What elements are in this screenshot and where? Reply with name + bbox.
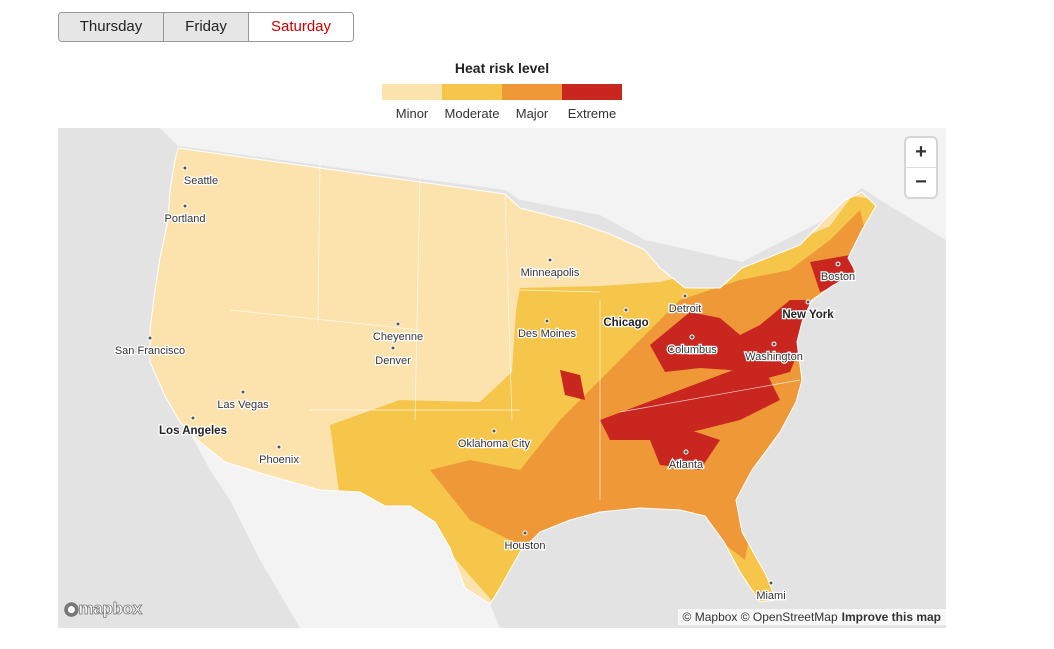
zoom-out[interactable]: −: [915, 171, 927, 193]
legend-label: Extreme: [567, 106, 617, 121]
city-label: New York: [782, 309, 834, 321]
city-dot: [190, 415, 196, 421]
city-label: Miami: [756, 590, 785, 602]
city-dot: [835, 261, 841, 267]
city-label: Las Vegas: [217, 399, 269, 411]
city-dot: [547, 257, 553, 263]
city-dot: [147, 335, 153, 341]
city-dot: [623, 307, 629, 313]
zoom-in[interactable]: +: [906, 138, 936, 168]
legend-swatch: [382, 84, 442, 100]
city-label: Chicago: [603, 317, 648, 329]
city-label: Portland: [165, 213, 206, 225]
city-dot: [682, 293, 688, 299]
tab[interactable]: Saturday: [249, 13, 353, 41]
city-dot: [390, 345, 396, 351]
city-dot: [491, 428, 497, 434]
city-dot: [276, 444, 282, 450]
legend-swatches: [382, 84, 622, 100]
city-dot: [544, 318, 550, 324]
city-dot: [771, 341, 777, 347]
legend-title: Heat risk level: [454, 60, 550, 76]
city-dot: [768, 580, 774, 586]
city-label: Los Angeles: [159, 425, 227, 437]
attribution-text[interactable]: © Mapbox © OpenStreetMap: [682, 610, 838, 624]
city-label: Atlanta: [669, 459, 704, 471]
tab[interactable]: Thursday: [59, 13, 164, 41]
city-label: Minneapolis: [521, 267, 580, 279]
tab[interactable]: Friday: [164, 13, 249, 41]
city-label: Washington: [745, 351, 803, 363]
city-label: Oklahoma City: [458, 438, 531, 450]
city-dot: [805, 299, 811, 305]
city-dot: [182, 165, 188, 171]
map[interactable]: Seattle Portland San Francisco Las Vegas Los…: [58, 128, 946, 628]
city-label: Houston: [505, 540, 546, 552]
city-label: Detroit: [669, 303, 701, 315]
legend-labels: Minor Moderate Major Extreme: [382, 106, 622, 126]
city-dot: [395, 321, 401, 327]
city-label: Cheyenne: [373, 331, 423, 343]
city-label: Phoenix: [259, 454, 299, 466]
logo-text: mapbox: [78, 599, 142, 619]
city-dot: [522, 530, 528, 536]
legend: Heat risk level Minor Moderate Major Extrem…: [382, 60, 622, 126]
city-label: Boston: [821, 271, 855, 283]
legend-swatch: [502, 84, 562, 100]
legend-swatch: [562, 84, 622, 100]
zoom-controls: + −: [906, 138, 936, 197]
legend-label: Major: [515, 106, 549, 121]
attribution: © Mapbox © OpenStreetMap Improve this map: [677, 609, 946, 625]
city-label: Seattle: [184, 175, 218, 187]
city-dot: [182, 203, 188, 209]
city-dot: [683, 449, 689, 455]
city-label: San Francisco: [115, 345, 185, 357]
legend-label: Minor: [395, 106, 429, 121]
legend-label: Moderate: [444, 106, 500, 121]
legend-swatch: [442, 84, 502, 100]
day-tabs: Thursday Friday Saturday: [58, 12, 354, 42]
city-dot: [689, 334, 695, 340]
mapbox-logo[interactable]: ◉mapbox: [64, 599, 143, 619]
improve-link[interactable]: Improve this map: [841, 610, 941, 624]
city-label: Des Moines: [518, 328, 577, 340]
city-label: Columbus: [667, 344, 717, 356]
city-label: Denver: [375, 355, 411, 367]
city-dot: [240, 389, 246, 395]
